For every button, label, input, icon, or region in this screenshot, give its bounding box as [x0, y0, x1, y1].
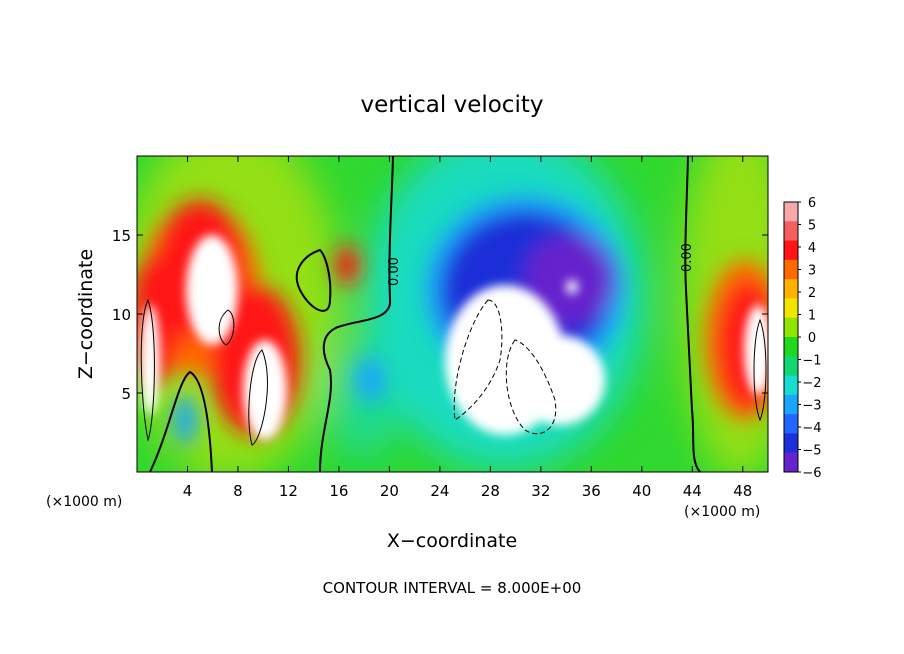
x-tick-label: 36 [582, 482, 601, 500]
x-axis: 4 8 12 16 20 24 28 32 36 40 44 48 [183, 156, 752, 500]
x-axis-label: X−coordinate [387, 530, 517, 552]
colorbar-tick-label: 1 [808, 309, 816, 324]
colorbar-tick-label: −4 [802, 421, 821, 436]
colorbar-swatch [784, 337, 798, 357]
x-tick-label: 12 [279, 482, 298, 500]
colorbar-swatch [784, 414, 798, 434]
x-tick-label: 48 [733, 482, 752, 500]
x-tick-label: 16 [329, 482, 348, 500]
chart-title: vertical velocity [361, 92, 544, 118]
y-tick-label: 10 [112, 306, 131, 324]
colorbar-tick-label: −3 [802, 399, 821, 414]
x-tick-label: 28 [481, 482, 500, 500]
colorbar-tick-label: −5 [802, 444, 821, 459]
colorbar-tick-label: 0 [808, 331, 816, 346]
x-tick-label: 20 [380, 482, 399, 500]
y-axis-label: Z−coordinate [75, 249, 97, 379]
colorbar-tick-label: 2 [808, 286, 816, 301]
heatmap-field [137, 156, 768, 472]
x-tick-label: 24 [430, 482, 449, 500]
contour-label: 0.00 [387, 257, 402, 286]
colorbar-swatch [784, 356, 798, 377]
x-tick-label: 8 [233, 482, 243, 500]
y-tick-label: 15 [112, 227, 131, 245]
x-tick-label: 32 [531, 482, 550, 500]
negative-contours [453, 299, 557, 435]
y-axis: 5 10 15 [112, 227, 768, 403]
x-tick-label: 40 [632, 482, 651, 500]
colorbar-swatch [784, 240, 798, 261]
colorbar-swatch [784, 394, 798, 415]
colorbar-swatch [784, 317, 798, 338]
colorbar-tick-label: −6 [802, 466, 821, 481]
colorbar-tick-label: −2 [802, 376, 821, 391]
contour-interval-note: CONTOUR INTERVAL = 8.000E+00 [323, 579, 582, 597]
x-tick-label: 44 [683, 482, 702, 500]
colorbar-swatch [784, 221, 798, 242]
colorbar-tick-label: 5 [808, 219, 816, 234]
x-unit-right: (×1000 m) [684, 504, 760, 520]
x-unit-left: (×1000 m) [46, 494, 122, 510]
colorbar-tick-label: 6 [808, 196, 816, 211]
colorbar-swatch [784, 433, 798, 454]
colorbar-swatch [784, 375, 798, 396]
colorbar-tick-label: 3 [808, 264, 816, 279]
y-tick-label: 5 [121, 385, 131, 403]
colorbar-swatch [784, 279, 798, 299]
colorbar-swatch [784, 259, 798, 280]
contour-label: 0.00 [680, 243, 695, 272]
thin-contours [140, 298, 767, 446]
zero-contours [149, 156, 701, 472]
colorbar-swatch [784, 452, 798, 473]
colorbar-tick-label: −1 [802, 354, 821, 369]
colorbar-swatch [784, 298, 798, 319]
x-tick-label: 4 [183, 482, 193, 500]
colorbar: 6 5 4 3 2 1 0 −1 −2 −3 −4 −5 −6 [783, 196, 822, 481]
colorbar-swatch [784, 202, 798, 222]
colorbar-tick-label: 4 [808, 241, 816, 256]
